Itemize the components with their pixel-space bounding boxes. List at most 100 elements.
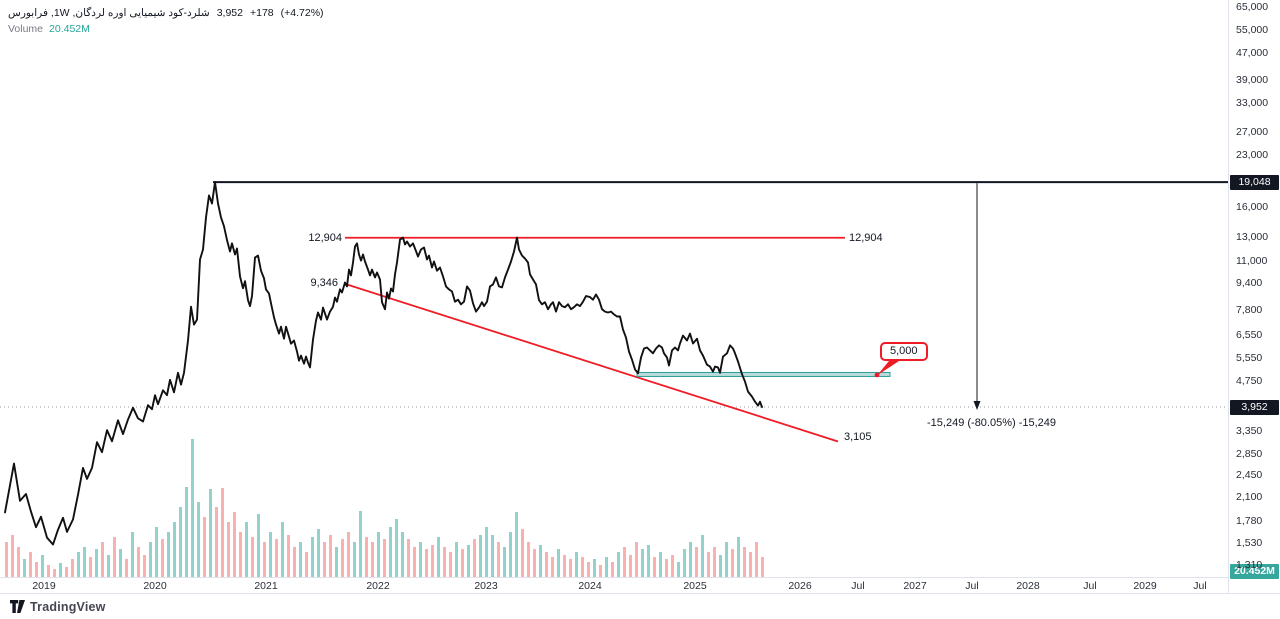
volume-bar bbox=[23, 559, 26, 577]
time-axis-tick: Jul bbox=[1083, 580, 1097, 592]
volume-bar bbox=[323, 542, 326, 577]
price-axis-tick: 13,000 bbox=[1236, 231, 1269, 243]
last-price-badge: 3,952 bbox=[1230, 399, 1279, 415]
volume-bar bbox=[335, 547, 338, 577]
volume-bar bbox=[695, 547, 698, 577]
volume-bar bbox=[437, 537, 440, 577]
time-axis-tick: 2027 bbox=[903, 580, 927, 592]
volume-bar bbox=[239, 532, 242, 577]
volume-bar bbox=[749, 552, 752, 577]
volume-bar bbox=[269, 532, 272, 577]
volume-bar bbox=[569, 559, 572, 577]
price-axis-tick: 2,450 bbox=[1236, 469, 1263, 481]
time-axis-tick: 2021 bbox=[254, 580, 278, 592]
volume-bar bbox=[17, 547, 20, 577]
volume-bar bbox=[611, 562, 614, 577]
volume-bar bbox=[377, 532, 380, 577]
volume-bar bbox=[629, 555, 632, 577]
volume-bar bbox=[551, 557, 554, 577]
price-axis-tick: 5,550 bbox=[1236, 352, 1263, 364]
volume-bar bbox=[389, 527, 392, 577]
volume-bar bbox=[137, 547, 140, 577]
support-band-line[interactable] bbox=[636, 371, 891, 377]
price-axis-tick: 11,000 bbox=[1236, 255, 1268, 267]
volume-bar bbox=[449, 552, 452, 577]
volume-bar bbox=[491, 535, 494, 577]
volume-bar bbox=[275, 539, 278, 577]
volume-bar bbox=[29, 552, 32, 577]
volume-bar bbox=[395, 519, 398, 577]
symbol-row[interactable]: شلرد-کود شیمیایی اوره لردگان, 1W, فرابور… bbox=[8, 6, 324, 21]
volume-bar bbox=[533, 549, 536, 577]
volume-bar bbox=[719, 555, 722, 577]
price-callout-box[interactable]: 5,000 bbox=[880, 342, 928, 361]
trendline-start-price-label[interactable]: 9,346 bbox=[310, 277, 338, 289]
volume-bar bbox=[197, 502, 200, 577]
volume-bar bbox=[665, 559, 668, 577]
time-axis-tick: Jul bbox=[1193, 580, 1207, 592]
chart-canvas[interactable] bbox=[0, 0, 1228, 578]
volume-bar bbox=[545, 552, 548, 577]
volume-bar bbox=[311, 537, 314, 577]
volume-bar bbox=[515, 512, 518, 577]
time-axis-tick: Jul bbox=[851, 580, 865, 592]
volume-bar bbox=[287, 535, 290, 577]
measure-result-text[interactable]: -15,249 (-80.05%) -15,249 bbox=[927, 417, 1057, 429]
volume-bar bbox=[713, 547, 716, 577]
price-axis-tick: 6,550 bbox=[1236, 329, 1263, 341]
volume-bar bbox=[575, 552, 578, 577]
volume-bar bbox=[563, 555, 566, 577]
volume-bar bbox=[305, 552, 308, 577]
tradingview-logo-text[interactable]: TradingView bbox=[30, 599, 106, 614]
volume-bar bbox=[59, 563, 62, 577]
price-axis-tick: 1,310 bbox=[1236, 559, 1263, 571]
volume-bar bbox=[587, 562, 590, 577]
volume-bar bbox=[689, 542, 692, 577]
time-axis[interactable]: 2019 2020 2021 2022 2023 2024 2025 2026 Jul 2027 J… bbox=[0, 577, 1228, 594]
volume-bar bbox=[209, 489, 212, 577]
price-axis-tick: 39,000 bbox=[1236, 74, 1269, 86]
volume-bar bbox=[503, 547, 506, 577]
price-axis-tick: 16,000 bbox=[1236, 201, 1269, 213]
volume-bar bbox=[461, 549, 464, 577]
trendline-end-price-label[interactable]: 3,105 bbox=[844, 431, 872, 443]
callout-pointer bbox=[877, 361, 899, 376]
volume-bar bbox=[245, 522, 248, 577]
price-axis-tick: 1,780 bbox=[1236, 515, 1263, 527]
price-axis-tick: 33,000 bbox=[1236, 97, 1269, 109]
volume-bar bbox=[497, 542, 500, 577]
volume-bar bbox=[371, 542, 374, 577]
volume-bar bbox=[203, 517, 206, 577]
volume-bar bbox=[731, 549, 734, 577]
price-line-series[interactable] bbox=[4, 181, 763, 546]
price-axis[interactable]: 19,048 3,952 20.452M 65,000 55,000 47,000 3… bbox=[1228, 0, 1280, 593]
chart-legend: شلرد-کود شیمیایی اوره لردگان, 1W, فرابور… bbox=[8, 6, 324, 37]
volume-bar bbox=[353, 542, 356, 577]
volume-bar bbox=[605, 557, 608, 577]
tradingview-logo-icon[interactable] bbox=[10, 600, 25, 613]
volume-bar bbox=[671, 555, 674, 577]
volume-bar bbox=[599, 565, 602, 577]
volume-bar bbox=[299, 542, 302, 577]
volume-bar bbox=[755, 542, 758, 577]
symbol-title[interactable]: شلرد-کود شیمیایی اوره لردگان, 1W, فرابور… bbox=[8, 7, 210, 19]
price-axis-tick: 7,800 bbox=[1236, 304, 1263, 316]
volume-bar bbox=[53, 569, 56, 577]
descending-trendline[interactable] bbox=[344, 283, 839, 443]
time-axis-tick: 2020 bbox=[143, 580, 167, 592]
volume-bar bbox=[623, 547, 626, 577]
volume-bar bbox=[113, 537, 116, 577]
volume-bar bbox=[47, 565, 50, 577]
footer-bar: TradingView bbox=[0, 593, 1280, 619]
price-axis-tick: 2,100 bbox=[1236, 491, 1263, 503]
volume-bar bbox=[341, 539, 344, 577]
resistance-price-label-left[interactable]: 12,904 bbox=[308, 232, 342, 244]
volume-bar bbox=[617, 552, 620, 577]
volume-bar bbox=[521, 529, 524, 577]
volume-bar bbox=[557, 549, 560, 577]
volume-row[interactable]: Volume 20.452M bbox=[8, 22, 324, 37]
volume-bar bbox=[683, 549, 686, 577]
time-axis-tick: 2022 bbox=[366, 580, 390, 592]
resistance-price-label-right[interactable]: 12,904 bbox=[849, 232, 883, 244]
